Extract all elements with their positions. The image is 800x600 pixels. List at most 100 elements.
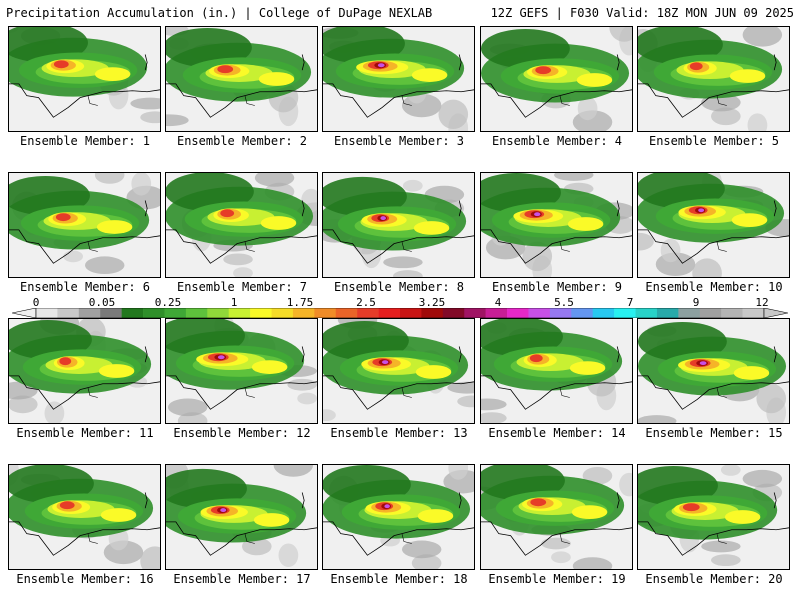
ensemble-member-label: Ensemble Member: 10: [645, 280, 783, 294]
colorbar-swatch: [228, 308, 251, 318]
ensemble-map-panel: [480, 464, 633, 570]
colorbar-swatch: [635, 308, 658, 318]
colorbar-swatch: [250, 308, 272, 318]
colorbar-bar: [12, 308, 788, 318]
ensemble-member-label: Ensemble Member: 20: [645, 572, 783, 586]
colorbar-swatch: [292, 308, 315, 318]
ensemble-member-label: Ensemble Member: 12: [173, 426, 311, 440]
colorbar-swatch: [57, 308, 80, 318]
precip-map: [481, 27, 632, 131]
ensemble-member-label: Ensemble Member: 8: [333, 280, 465, 294]
colorbar-swatch: [36, 308, 58, 318]
colorbar-swatch: [314, 308, 337, 318]
precip-map: [166, 319, 317, 423]
colorbar-swatch: [528, 308, 551, 318]
colorbar-tick-label: 2.5: [356, 296, 376, 309]
colorbar-tick-label: 1.75: [286, 296, 314, 309]
colorbar-swatch: [614, 308, 636, 318]
ensemble-member-label: Ensemble Member: 13: [330, 426, 468, 440]
ensemble-map-panel: [165, 26, 318, 132]
colorbar-swatch: [421, 308, 444, 318]
ensemble-map-panel: [165, 464, 318, 570]
ensemble-map-panel: [8, 172, 161, 278]
ensemble-map-panel: [8, 26, 161, 132]
colorbar-tick-label: 12: [755, 296, 769, 309]
ensemble-member-label: Ensemble Member: 7: [176, 280, 308, 294]
colorbar-tick-label: 0: [32, 296, 40, 309]
precip-map: [166, 173, 317, 277]
precip-map: [638, 319, 789, 423]
ensemble-member-label: Ensemble Member: 11: [16, 426, 154, 440]
precip-map: [9, 27, 160, 131]
colorbar-tick-label: 9: [692, 296, 700, 309]
colorbar-swatch: [378, 308, 401, 318]
ensemble-member-label: Ensemble Member: 9: [491, 280, 623, 294]
colorbar-legend: 0 0.05 0.25 1 1.75 2.5 3.25 4 5.5 7 9 12: [12, 296, 788, 324]
colorbar-swatch: [100, 308, 122, 318]
ensemble-map-panel: [322, 26, 475, 132]
colorbar-swatch: [400, 308, 422, 318]
ensemble-map-panel: [165, 172, 318, 278]
valid-time-label: 12Z GEFS | F030 Valid: 18Z MON JUN 09 20…: [490, 6, 794, 20]
colorbar-tick-label: 4: [494, 296, 502, 309]
precip-map: [481, 319, 632, 423]
colorbar-swatch: [143, 308, 165, 318]
colorbar-swatch: [678, 308, 701, 318]
ensemble-member-label: Ensemble Member: 18: [330, 572, 468, 586]
colorbar-swatch: [464, 308, 486, 318]
precip-map: [323, 27, 474, 131]
ensemble-member-label: Ensemble Member: 3: [333, 134, 465, 148]
colorbar-swatch: [699, 308, 722, 318]
ensemble-member-label: Ensemble Member: 5: [648, 134, 780, 148]
precip-map: [638, 27, 789, 131]
precip-map: [166, 465, 317, 569]
ensemble-map-panel: [8, 318, 161, 424]
precip-map: [323, 465, 474, 569]
ensemble-member-label: Ensemble Member: 4: [491, 134, 623, 148]
ensemble-map-panel: [480, 318, 633, 424]
colorbar-swatch: [485, 308, 508, 318]
ensemble-member-label: Ensemble Member: 6: [19, 280, 151, 294]
colorbar-swatch: [742, 308, 765, 318]
precip-map: [323, 173, 474, 277]
header: Precipitation Accumulation (in.) | Colle…: [0, 0, 800, 22]
ensemble-member-label: Ensemble Member: 19: [488, 572, 626, 586]
precip-map: [9, 319, 160, 423]
colorbar-tick-label: 7: [626, 296, 634, 309]
ensemble-member-label: Ensemble Member: 1: [19, 134, 151, 148]
colorbar-swatch: [78, 308, 101, 318]
precip-map: [9, 173, 160, 277]
ensemble-map-panel: [637, 464, 790, 570]
ensemble-member-label: Ensemble Member: 15: [645, 426, 783, 440]
ensemble-map-panel: [322, 172, 475, 278]
colorbar-swatch: [721, 308, 743, 318]
ensemble-member-label: Ensemble Member: 17: [173, 572, 311, 586]
colorbar-swatch: [549, 308, 572, 318]
colorbar-swatch: [185, 308, 208, 318]
colorbar-swatch: [164, 308, 187, 318]
colorbar-swatch: [592, 308, 615, 318]
colorbar-tick-label: 0.25: [154, 296, 182, 309]
ensemble-map-panel: [322, 318, 475, 424]
ensemble-map-panel: [637, 172, 790, 278]
colorbar-swatch: [571, 308, 594, 318]
ensemble-map-panel: [480, 172, 633, 278]
colorbar-tick-label: 3.25: [418, 296, 446, 309]
precip-map: [323, 319, 474, 423]
ensemble-map-panel: [637, 318, 790, 424]
colorbar-swatch: [335, 308, 358, 318]
colorbar-swatch: [442, 308, 465, 318]
colorbar-swatch: [271, 308, 294, 318]
colorbar-swatch: [357, 308, 379, 318]
precip-map: [638, 173, 789, 277]
precip-map: [9, 465, 160, 569]
ensemble-member-label: Ensemble Member: 2: [176, 134, 308, 148]
colorbar-tick-label: 1: [230, 296, 238, 309]
colorbar-labels: 0 0.05 0.25 1 1.75 2.5 3.25 4 5.5 7 9 12: [12, 296, 788, 309]
colorbar-tick-label: 5.5: [554, 296, 574, 309]
ensemble-map-panel: [637, 26, 790, 132]
precip-map: [481, 173, 632, 277]
colorbar-swatch: [207, 308, 230, 318]
ensemble-map-panel: [165, 318, 318, 424]
ensemble-map-panel: [480, 26, 633, 132]
